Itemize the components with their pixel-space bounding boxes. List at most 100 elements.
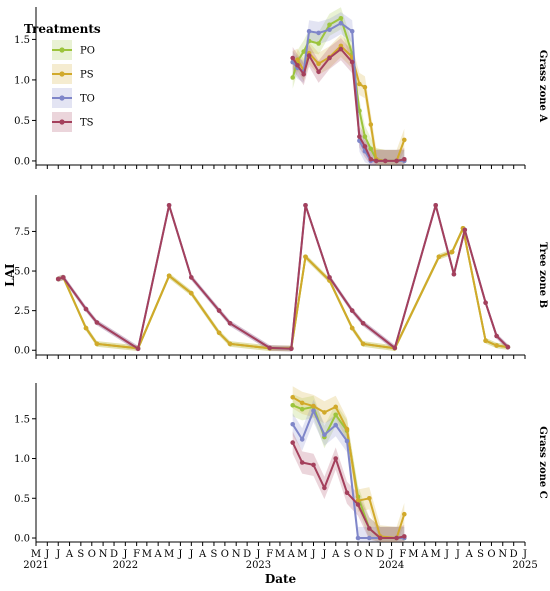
- data-point-ts: [216, 308, 222, 313]
- series-line-ts: [57, 204, 509, 350]
- data-point-po: [368, 146, 374, 152]
- data-point-ps: [189, 290, 194, 296]
- y-tick-label: 0.5: [14, 116, 30, 127]
- data-point-ps: [368, 122, 374, 127]
- x-month-label: O: [487, 549, 495, 560]
- data-point-ts: [289, 346, 294, 352]
- data-point-ps: [290, 395, 296, 400]
- y-axis-title: LAI: [3, 263, 17, 287]
- ribbon-po: [58, 225, 508, 352]
- x-month-label: J: [188, 549, 193, 560]
- x-month-label: A: [465, 549, 474, 560]
- data-point-ts: [322, 485, 327, 491]
- y-tick-label: 7.5: [14, 227, 30, 238]
- x-month-label: M: [297, 549, 307, 560]
- data-point-ts: [295, 63, 300, 68]
- y-tick-label: 0.5: [14, 494, 30, 505]
- x-month-label: D: [376, 549, 384, 560]
- data-point-ps: [344, 426, 350, 432]
- data-point-ps: [362, 84, 368, 90]
- series-line-po: [57, 227, 509, 350]
- data-point-ts: [61, 275, 66, 280]
- x-month-label: M: [164, 549, 174, 560]
- data-point-ps: [338, 43, 344, 49]
- data-point-to: [333, 422, 339, 428]
- ribbon-ps: [292, 34, 405, 165]
- x-month-label: J: [389, 549, 394, 560]
- x-month-label: A: [331, 549, 340, 560]
- data-point-ts: [355, 502, 361, 507]
- data-point-ts: [505, 344, 511, 350]
- data-point-ts: [166, 203, 172, 208]
- x-month-label: A: [420, 549, 429, 560]
- data-point-po: [316, 41, 321, 46]
- data-point-ts: [55, 276, 61, 282]
- data-point-to: [290, 422, 296, 427]
- y-tick-label: 2.5: [14, 306, 30, 317]
- data-point-ps: [355, 498, 361, 504]
- y-tick-label: 5.0: [14, 267, 30, 278]
- data-point-po: [290, 75, 296, 80]
- panel-1: 0.0 2.5 5.0 7.5 Tree zone B: [14, 195, 548, 359]
- ribbon-po: [292, 394, 405, 542]
- data-point-ts: [383, 158, 388, 164]
- data-point-to: [355, 535, 361, 541]
- data-point-po: [299, 406, 305, 412]
- data-point-ps: [360, 341, 366, 347]
- x-month-label: S: [77, 549, 84, 560]
- x-axis-title: Date: [265, 572, 297, 586]
- data-point-ts: [494, 333, 499, 339]
- x-month-label: J: [310, 549, 315, 560]
- data-point-ts: [311, 462, 316, 468]
- strip-label: Tree zone B: [537, 242, 548, 308]
- data-point-po: [333, 412, 339, 418]
- x-month-label: A: [287, 549, 296, 560]
- data-point-ps: [216, 330, 222, 336]
- ribbon-ps: [58, 225, 508, 352]
- data-point-ts: [290, 440, 296, 445]
- data-point-ps: [303, 254, 308, 260]
- data-point-ts: [227, 321, 233, 326]
- data-point-ts: [402, 534, 407, 539]
- legend-point-ts: [59, 119, 65, 125]
- x-month-label: M: [142, 549, 152, 560]
- data-point-ts: [135, 346, 141, 352]
- x-month-label: O: [221, 549, 229, 560]
- x-year-label: 2025: [512, 560, 537, 571]
- legend-point-po: [59, 47, 65, 53]
- data-point-to: [349, 29, 355, 34]
- x-month-label: M: [31, 549, 41, 560]
- data-point-ts: [306, 53, 312, 58]
- y-tick-label: 0.0: [14, 346, 30, 357]
- x-month-label: D: [110, 549, 118, 560]
- y-tick-label: 1.0: [14, 75, 30, 86]
- data-point-ts: [349, 59, 355, 65]
- data-point-po: [338, 15, 344, 21]
- data-point-ps: [295, 57, 300, 62]
- data-point-to: [316, 30, 321, 36]
- data-point-ts: [362, 144, 368, 149]
- data-point-ts: [344, 490, 350, 496]
- legend-point-to: [59, 95, 65, 101]
- panel-2: 0.0 0.5 1.0 1.5 Grass zone C: [14, 383, 548, 546]
- data-point-ts: [303, 203, 308, 208]
- data-point-ts: [94, 320, 100, 325]
- data-point-ps: [449, 249, 455, 255]
- data-point-ps: [436, 254, 442, 260]
- x-month-label: J: [55, 549, 60, 560]
- data-point-ts: [462, 227, 468, 233]
- data-point-ps: [94, 341, 100, 347]
- legend-label: PO: [80, 46, 95, 57]
- data-point-ts: [338, 46, 344, 52]
- data-point-to: [306, 29, 312, 34]
- data-point-ts: [394, 535, 399, 541]
- x-month-label: J: [44, 549, 49, 560]
- legend: Treatments PO PS TO TS: [24, 22, 101, 132]
- data-point-ps: [402, 511, 407, 517]
- data-point-to: [338, 20, 344, 26]
- data-point-ts: [373, 158, 379, 164]
- data-point-ts: [357, 134, 362, 139]
- x-year-label: 2023: [246, 560, 271, 571]
- data-point-ts: [333, 456, 339, 461]
